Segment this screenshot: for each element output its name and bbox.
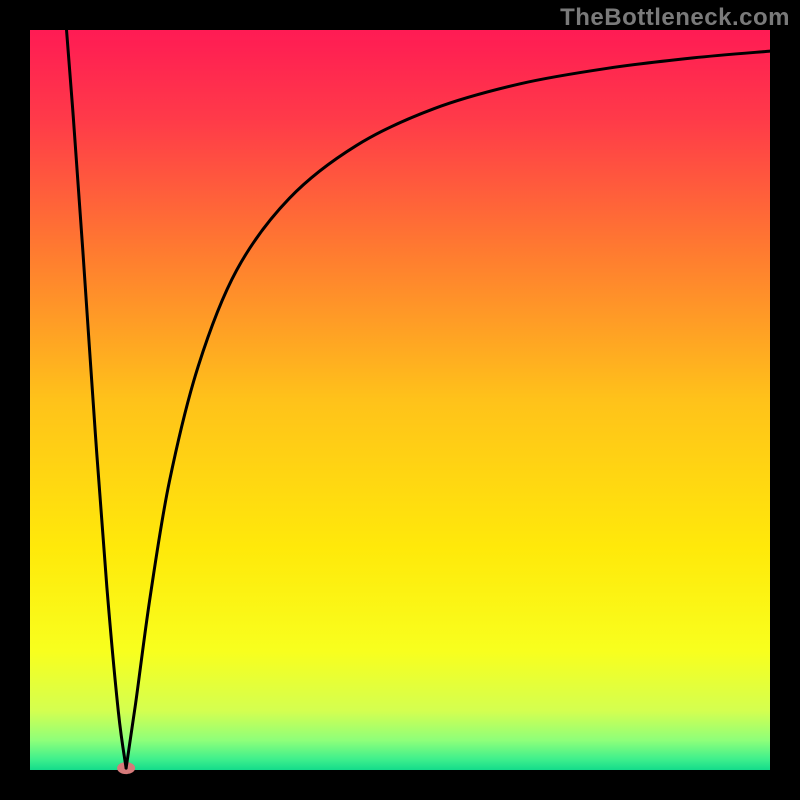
watermark-text: TheBottleneck.com xyxy=(560,4,790,32)
chart-container: TheBottleneck.com xyxy=(0,0,800,800)
bottleneck-chart xyxy=(0,0,800,800)
